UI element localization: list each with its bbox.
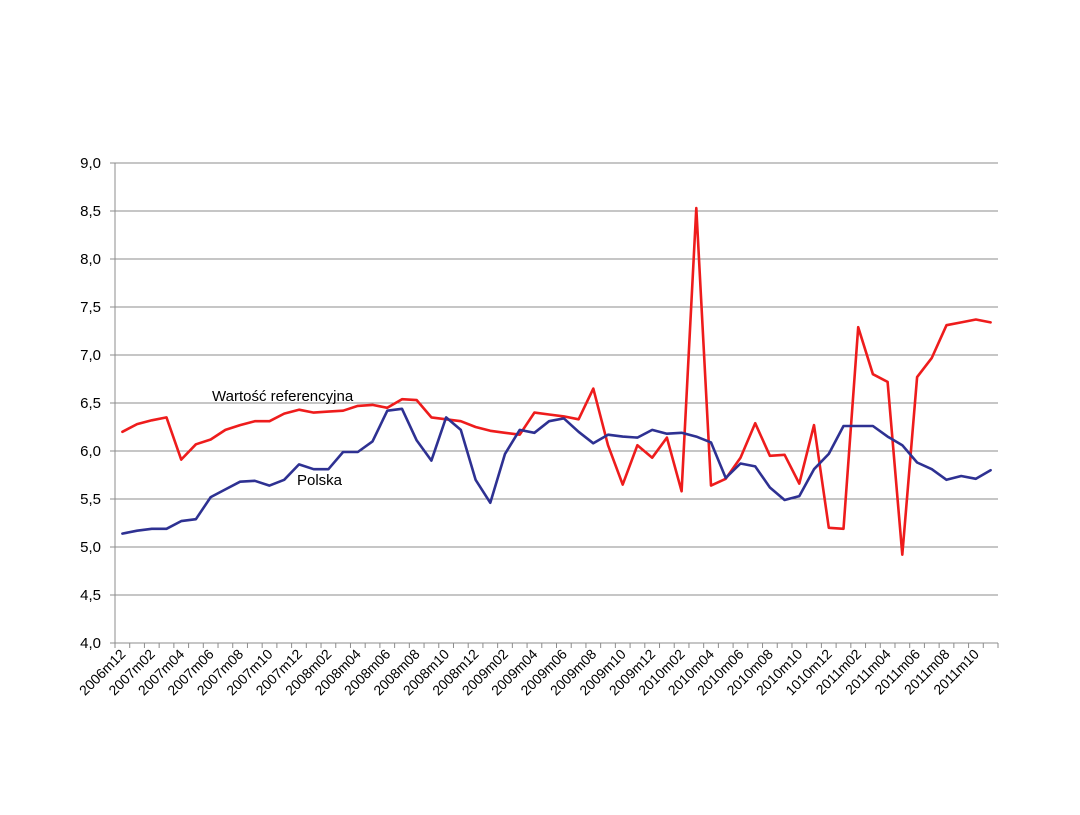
y-tick-label: 4,5: [80, 587, 101, 604]
grid-layer: [115, 162, 998, 596]
series-layer: [121, 206, 992, 557]
y-tick-label: 8,0: [80, 251, 101, 268]
y-tick-label: 5,0: [80, 539, 101, 556]
label-layer: Wartość referencyjna Polska: [212, 388, 354, 489]
y-tick-label: 5,5: [80, 491, 101, 508]
series-line-wartosc-referencyjna: [121, 206, 992, 557]
series-line-polska: [121, 407, 992, 535]
y-tick-label: 4,0: [80, 635, 101, 652]
y-tick-label: 9,0: [80, 155, 101, 172]
series-label-wartosc-referencyjna: Wartość referencyjna: [212, 388, 354, 405]
y-tick-label: 7,0: [80, 347, 101, 364]
y-tick-label: 6,5: [80, 395, 101, 412]
y-tick-label: 7,5: [80, 299, 101, 316]
series-label-polska: Polska: [297, 472, 343, 489]
y-tick-label: 8,5: [80, 203, 101, 220]
y-tick-label: 6,0: [80, 443, 101, 460]
